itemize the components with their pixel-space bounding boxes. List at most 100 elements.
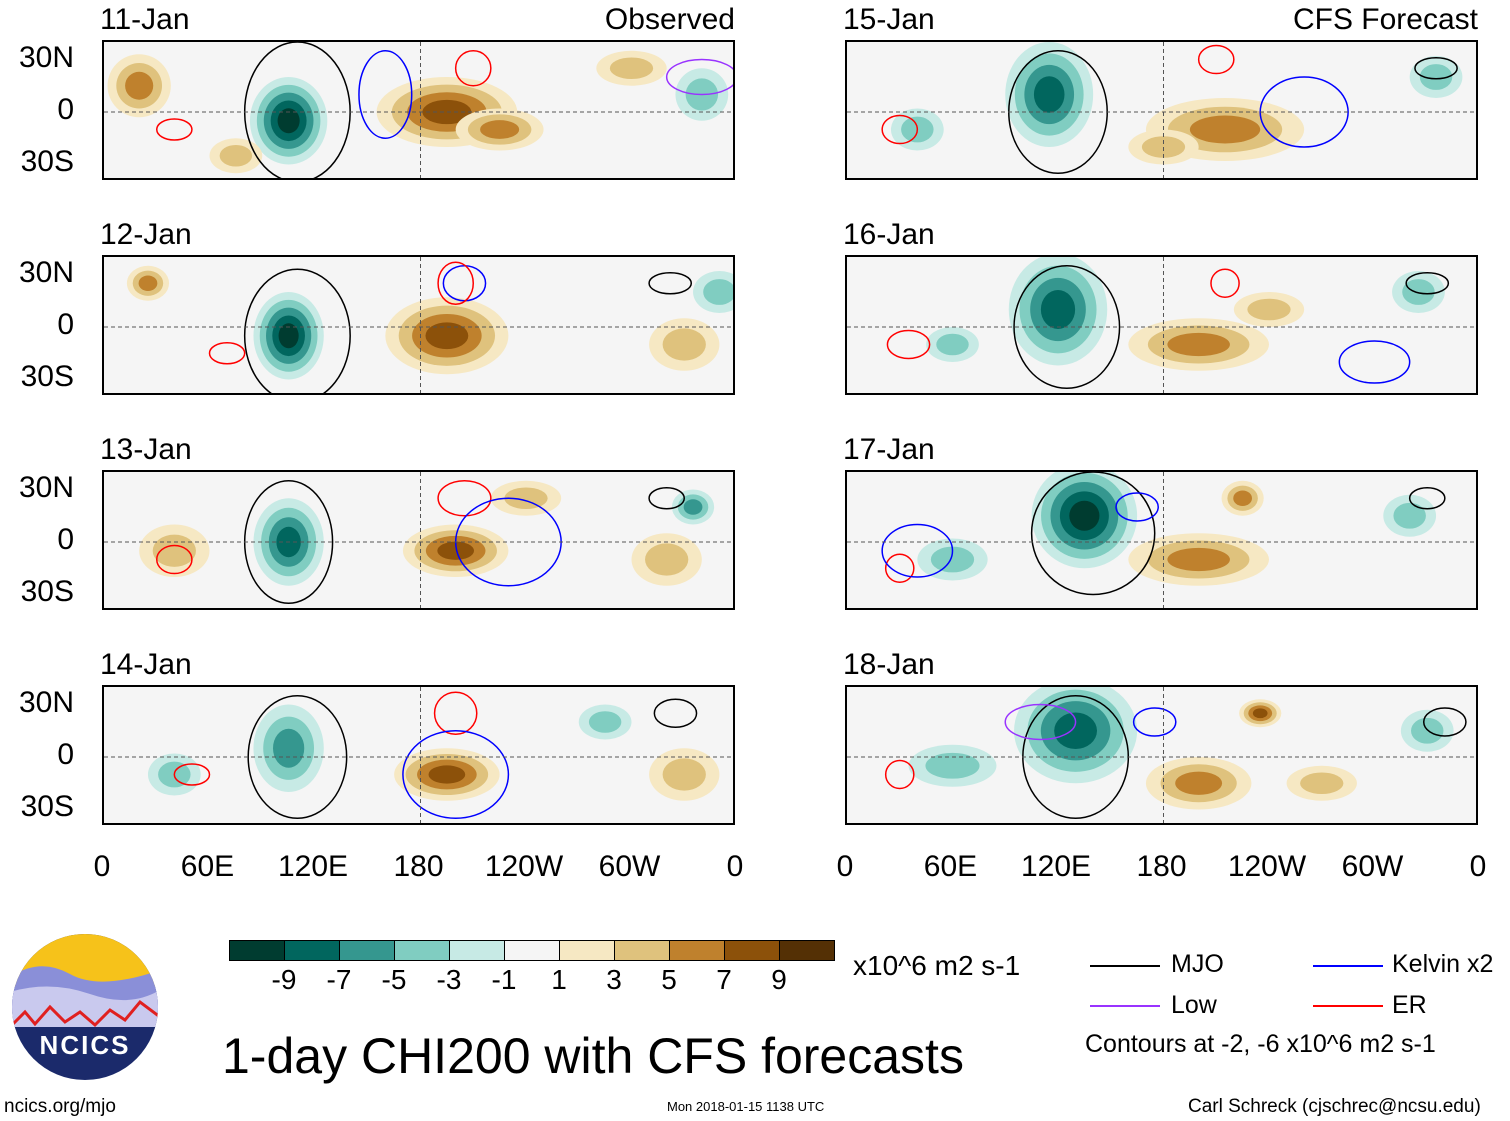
er-contour <box>156 544 193 575</box>
anomaly-shading <box>1167 332 1230 357</box>
mjo-line-swatch <box>1090 965 1160 967</box>
colorbar-tick-label: -1 <box>491 964 517 995</box>
mjo-contour <box>243 268 351 393</box>
anomaly-shading <box>1175 771 1223 795</box>
anomaly-shading <box>480 120 520 139</box>
colorbar-swatch <box>559 940 615 961</box>
anomaly-shading <box>278 323 299 349</box>
colorbar-swatch <box>504 940 560 961</box>
panel-date: 11-Jan <box>100 3 190 36</box>
mjo-contour <box>1405 272 1450 295</box>
author-credit: Carl Schreck (cjschrec@ncsu.edu) <box>1188 1096 1481 1117</box>
map-panel <box>102 255 735 395</box>
anomaly-shading <box>152 534 196 567</box>
colorbar-tick-label: 5 <box>661 964 677 995</box>
map-panel <box>845 685 1478 825</box>
colorbar-swatch <box>779 940 835 961</box>
low-contour <box>1004 703 1077 741</box>
anomaly-shading <box>1247 298 1291 321</box>
site-link[interactable]: ncics.org/mjo <box>4 1096 116 1117</box>
anomaly-shading <box>1252 708 1268 719</box>
lat-tick-label: 30N <box>18 686 74 719</box>
kelvin-contour <box>881 523 954 578</box>
anomaly-shading <box>930 546 975 573</box>
colorbar-tick-label: 7 <box>716 964 732 995</box>
anomaly-shading <box>277 108 300 134</box>
colorbar-swatch <box>449 940 505 961</box>
legend-low: Low <box>1171 991 1217 1019</box>
lon-tick-label: 0 <box>93 850 111 883</box>
lat-tick-label: 30S <box>20 790 74 823</box>
anomaly-shading <box>703 279 733 305</box>
map-panel <box>845 40 1478 180</box>
anomaly-shading <box>428 765 466 784</box>
lon-tick-label: 180 <box>1136 850 1187 883</box>
er-contour <box>1210 268 1240 298</box>
anomaly-shading <box>588 711 622 733</box>
mjo-contour <box>247 695 348 819</box>
mjo-contour <box>648 272 693 295</box>
colorbar-swatch <box>724 940 780 961</box>
er-contour <box>884 759 915 790</box>
lat-tick-label: 30S <box>20 360 74 393</box>
er-contour <box>437 480 492 517</box>
colorbar-swatch <box>284 940 340 961</box>
forecast-label: CFS Forecast <box>1292 3 1478 36</box>
anomaly-shading <box>936 333 969 356</box>
kelvin-contour <box>442 265 487 302</box>
colorbar-tick-label: -9 <box>271 964 297 995</box>
anomaly-shading <box>1393 502 1426 529</box>
er-contour <box>156 118 193 141</box>
mjo-contour <box>1414 57 1458 80</box>
figure-title: 1-day CHI200 with CFS forecasts <box>222 1028 964 1084</box>
lon-tick-label: 120E <box>1020 850 1092 883</box>
mjo-contour <box>653 698 698 728</box>
anomaly-shading <box>1054 712 1097 750</box>
colorbar-swatch <box>614 940 670 961</box>
anomaly-shading <box>1033 76 1065 113</box>
anomaly-shading <box>1189 115 1261 144</box>
anomaly-shading <box>683 499 703 515</box>
er-contour <box>437 261 474 305</box>
legend-kelvin: Kelvin x2 <box>1392 950 1494 978</box>
lon-tick-label: 120W <box>484 850 564 883</box>
lon-tick-label: 60E <box>180 850 235 883</box>
lat-tick-label: 0 <box>57 738 74 771</box>
map-panel <box>102 470 735 610</box>
panel-date: 14-Jan <box>100 648 192 681</box>
lat-tick-label: 30S <box>20 145 74 178</box>
kelvin-contour <box>1115 492 1159 522</box>
panel-date: 17-Jan <box>843 433 935 466</box>
lon-tick-label: 60W <box>1341 850 1404 883</box>
kelvin-line-swatch <box>1313 965 1383 967</box>
er-contour <box>454 50 492 87</box>
anomaly-shading <box>662 328 706 361</box>
anomaly-shading <box>1233 490 1253 507</box>
panel-date: 13-Jan <box>100 433 192 466</box>
anomaly-shading <box>662 758 706 791</box>
colorbar-tick-label: 1 <box>551 964 567 995</box>
map-panel <box>102 685 735 825</box>
anomaly-shading <box>1419 64 1453 90</box>
anomaly-shading <box>437 541 475 560</box>
lat-tick-label: 30N <box>18 256 74 289</box>
ncics-logo: NCICS <box>12 934 158 1080</box>
lat-tick-label: 30N <box>18 471 74 504</box>
observed-label: Observed <box>604 3 735 36</box>
mjo-contour <box>1013 265 1121 389</box>
er-contour <box>881 114 919 145</box>
er-contour <box>173 763 211 786</box>
anomaly-shading <box>645 543 689 576</box>
er-contour <box>884 553 915 583</box>
logo-text: NCICS <box>40 1030 131 1060</box>
map-panel <box>845 255 1478 395</box>
mjo-contour <box>648 487 686 510</box>
lat-tick-label: 0 <box>57 523 74 556</box>
mjo-contour <box>1408 487 1446 510</box>
legend-contours-note: Contours at -2, -6 x10^6 m2 s-1 <box>1085 1030 1436 1058</box>
legend-er: ER <box>1392 991 1427 1019</box>
legend: MJO Kelvin x2 Low ER Contours at -2, -6 … <box>1085 948 1505 1068</box>
mjo-contour <box>1030 472 1156 596</box>
lon-tick-label: 60E <box>923 850 978 883</box>
anomaly-shading <box>609 57 654 80</box>
